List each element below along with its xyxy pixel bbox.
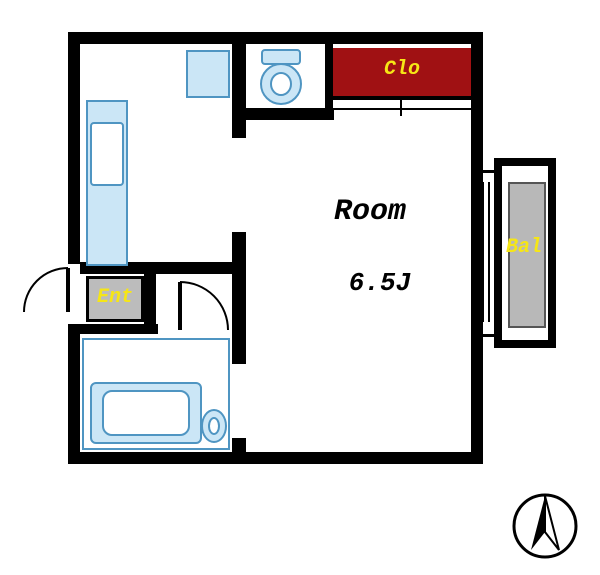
closet-shelf (333, 96, 471, 100)
upper-cabinet (186, 50, 230, 98)
bath-door-arc (158, 280, 232, 334)
kitchen-sink (90, 122, 124, 186)
balcony-opening-top (480, 170, 494, 173)
outer-wall-bottom (68, 452, 483, 464)
floorplan: Room 6.5J Clo Bal Ent (0, 0, 600, 575)
closet-door-tick (400, 100, 402, 116)
window-right (482, 182, 490, 322)
entry-door-arc (22, 266, 78, 322)
outer-wall-top (68, 32, 483, 44)
balcony-opening-bot (480, 334, 494, 337)
mid-wall-opening2 (232, 364, 246, 438)
entrance-label: Ent (86, 286, 144, 309)
toilet-icon (252, 48, 310, 108)
outer-wall-left-lower (68, 324, 80, 464)
room-label: Room (270, 195, 470, 229)
closet-label: Clo (333, 58, 471, 81)
toilet-bottom-wall (246, 108, 334, 120)
room-size-label: 6.5J (280, 268, 480, 298)
washbasin-icon (200, 408, 228, 444)
outer-wall-left-upper (68, 32, 80, 264)
compass-icon (511, 492, 579, 560)
balcony-label: Bal (496, 236, 552, 259)
bath-top-wall (80, 324, 158, 334)
bathtub-inner (102, 390, 190, 436)
outer-wall-right-upper (471, 32, 483, 160)
outer-wall-right-lower (471, 346, 483, 464)
closet-door-line (333, 108, 471, 110)
closet-left-wall (325, 44, 333, 120)
mid-wall-opening (232, 138, 246, 232)
